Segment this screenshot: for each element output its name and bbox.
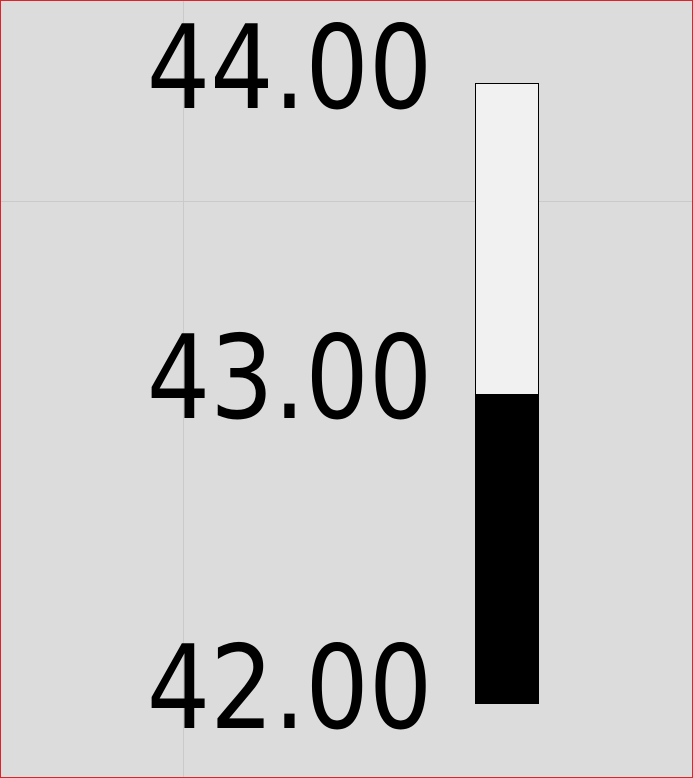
grid-line-horizontal bbox=[1, 201, 693, 202]
scale-label-mid: 43.00 bbox=[147, 319, 409, 439]
scale-label-max: 44.00 bbox=[147, 9, 409, 129]
scale-label-min: 42.00 bbox=[147, 629, 409, 749]
gauge-bar-track bbox=[475, 83, 539, 704]
gauge-bar-fill bbox=[476, 394, 538, 704]
